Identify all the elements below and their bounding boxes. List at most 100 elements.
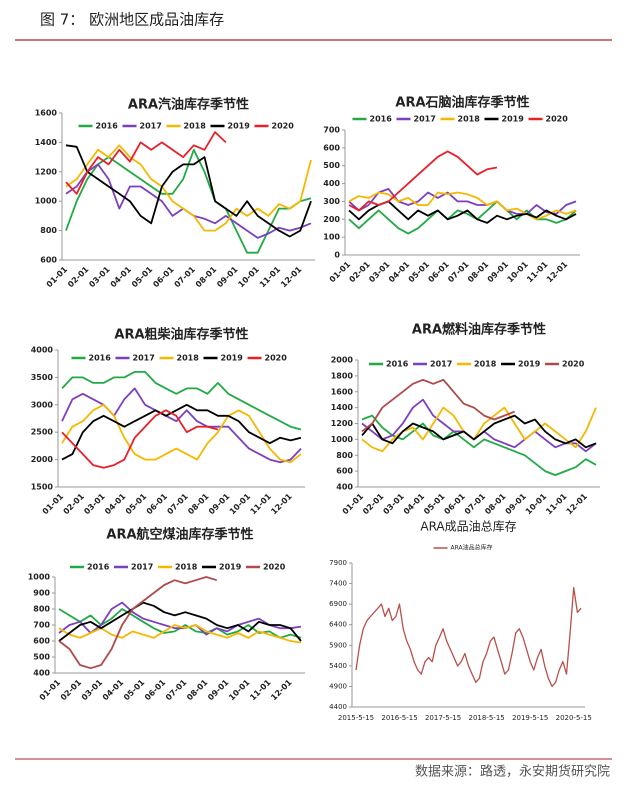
x-tick-label: 07-01 — [173, 265, 198, 290]
x-tick-label: 01-01 — [341, 492, 366, 517]
x-tick-label: 09-01 — [215, 265, 240, 290]
legend-label: 2016 — [89, 354, 112, 363]
x-tick-label: 11-01 — [544, 492, 569, 517]
y-tick-label: 300 — [323, 197, 340, 206]
y-tick-label: 2000 — [31, 455, 54, 464]
legend-label: 2020 — [263, 563, 286, 572]
x-tick-label: 08-01 — [483, 492, 508, 517]
y-tick-label: 500 — [33, 653, 50, 662]
y-tick-label: 1400 — [35, 138, 58, 147]
y-tick-label: 800 — [33, 605, 50, 614]
legend-label: ARA油品总库存 — [451, 544, 493, 552]
chart-title: ARA石脑油库存季节性 — [395, 95, 529, 111]
series-line — [361, 378, 515, 433]
x-tick-label: 11-01 — [258, 265, 283, 290]
y-tick-label: 2500 — [31, 428, 54, 437]
legend-label: 2016 — [370, 115, 393, 124]
x-tick-label: 01-01 — [38, 678, 63, 703]
y-tick-label: 1200 — [35, 167, 58, 176]
x-tick-label: 07-01 — [463, 492, 488, 517]
series-line — [58, 624, 302, 644]
x-tick-label: 12-01 — [269, 678, 294, 703]
legend-label: 2019 — [502, 115, 525, 124]
x-tick-label: 02-01 — [66, 265, 91, 290]
x-tick-label: 06-01 — [143, 678, 168, 703]
x-tick-label: 04-01 — [109, 265, 134, 290]
x-tick-label: 07-01 — [164, 678, 189, 703]
x-tick-label: 10-01 — [236, 265, 261, 290]
x-tick-label: 12-01 — [269, 492, 294, 517]
chart-title: ARA粗柴油库存季节性 — [114, 327, 248, 343]
legend-label: 2016 — [96, 122, 119, 131]
series-line — [61, 403, 302, 461]
x-tick-label: 04-01 — [402, 492, 427, 517]
x-tick-label: 2016-5-15 — [381, 714, 417, 722]
x-tick-label: 04-01 — [101, 678, 126, 703]
y-tick-label: 1800 — [331, 371, 354, 380]
source-note: 数据来源：路透，永安期货研究院 — [415, 764, 610, 780]
y-tick-label: 1400 — [331, 403, 354, 412]
y-tick-label: 1500 — [31, 483, 54, 492]
y-tick-label: 6900 — [329, 600, 347, 608]
x-tick-label: 11-01 — [249, 492, 274, 517]
y-tick-label: 4400 — [329, 703, 347, 711]
legend-label: 2018 — [177, 354, 200, 363]
y-tick-label: 7900 — [329, 559, 347, 567]
x-tick-label: 12-01 — [279, 265, 304, 290]
series-line — [58, 576, 218, 670]
y-tick-label: 5900 — [329, 641, 347, 649]
x-tick-label: 09-01 — [207, 492, 232, 517]
y-tick-label: 800 — [40, 226, 57, 235]
y-tick-label: 600 — [336, 467, 353, 476]
x-tick-label: 06-01 — [442, 492, 467, 517]
x-tick-label: 05-01 — [422, 492, 447, 517]
x-tick-label: 03-01 — [87, 265, 112, 290]
legend-label: 2017 — [140, 122, 162, 131]
y-tick-label: 0 — [334, 251, 340, 260]
series-line — [65, 131, 227, 195]
figure-title: 图 7： 欧洲地区成品油库存 — [40, 11, 224, 29]
series-line — [361, 414, 597, 449]
y-tick-label: 400 — [336, 483, 353, 492]
chart-title: ARA燃料油库存季节性 — [412, 322, 546, 338]
x-tick-label: 12-01 — [565, 492, 590, 517]
x-tick-label: 08-01 — [194, 265, 219, 290]
y-tick-label: 1200 — [331, 419, 354, 428]
x-tick-label: 11-01 — [248, 678, 273, 703]
legend-label: 2018 — [184, 122, 207, 131]
legend-label: 2017 — [430, 360, 452, 369]
y-tick-label: 600 — [40, 256, 57, 265]
legend-label: 2020 — [265, 354, 288, 363]
x-tick-label: 05-01 — [130, 265, 155, 290]
legend-label: 2020 — [562, 360, 585, 369]
x-tick-label: 06-01 — [151, 265, 176, 290]
y-tick-label: 700 — [33, 621, 50, 630]
y-tick-label: 500 — [323, 161, 340, 170]
y-tick-label: 3000 — [31, 400, 54, 409]
x-tick-label: 07-01 — [165, 492, 190, 517]
legend-label: 2019 — [518, 360, 541, 369]
y-tick-label: 1000 — [35, 197, 58, 206]
x-tick-label: 02-01 — [59, 678, 84, 703]
legend-label: 2017 — [133, 354, 155, 363]
x-tick-label: 01-01 — [41, 492, 66, 517]
series-line — [61, 387, 302, 464]
y-tick-label: 5400 — [329, 662, 347, 670]
x-tick-label: 03-01 — [82, 492, 107, 517]
y-tick-label: 2000 — [331, 356, 354, 365]
x-tick-label: 2018-5-15 — [469, 714, 505, 722]
y-tick-label: 7400 — [329, 580, 347, 588]
x-tick-label: 08-01 — [186, 492, 211, 517]
y-tick-label: 900 — [33, 589, 50, 598]
legend-label: 2016 — [87, 563, 110, 572]
x-tick-label: 06-01 — [145, 492, 170, 517]
legend-label: 2020 — [272, 122, 295, 131]
y-tick-label: 700 — [323, 126, 340, 135]
series-line — [61, 371, 302, 431]
x-tick-label: 03-01 — [381, 492, 406, 517]
legend-label: 2017 — [131, 563, 153, 572]
x-tick-label: 2015-5-15 — [338, 714, 374, 722]
series-line — [348, 191, 577, 221]
chart-title: ARA成品油总库存 — [420, 519, 516, 534]
